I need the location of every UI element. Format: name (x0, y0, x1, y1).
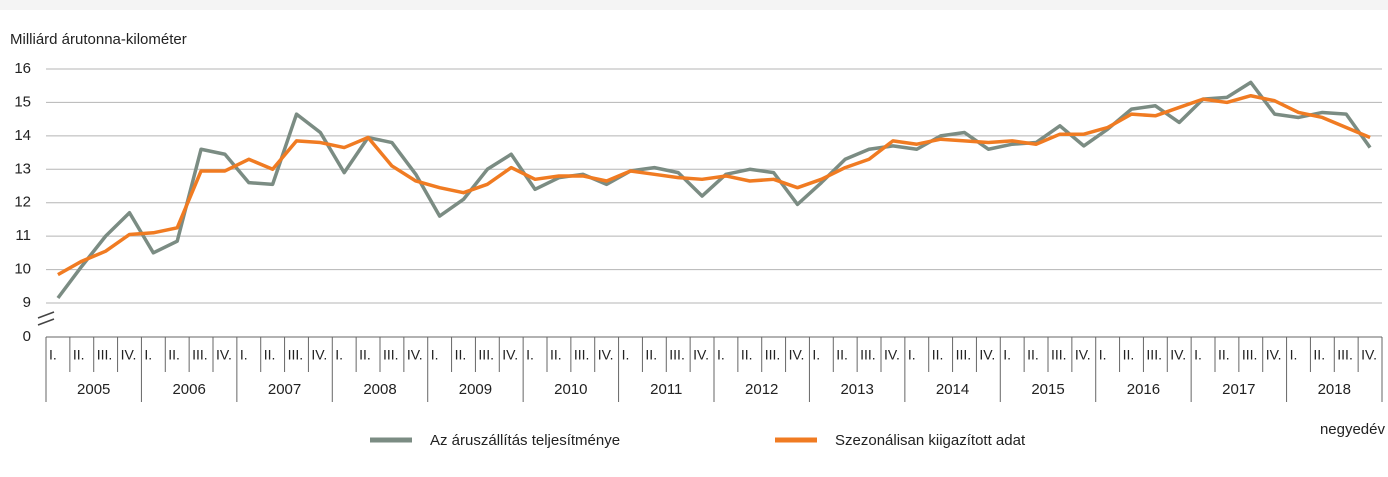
x-tick-label: IV. (311, 347, 327, 363)
year-label: 2017 (1222, 381, 1255, 398)
year-label: 2007 (268, 381, 301, 398)
x-tick-label: II. (359, 347, 371, 363)
x-tick-label: IV. (407, 347, 423, 363)
y-tick-label: 10 (14, 261, 31, 278)
year-label: 2006 (172, 381, 205, 398)
legend-label: Az áruszállítás teljesítménye (430, 432, 620, 449)
y-tick-label: 11 (15, 227, 31, 244)
x-tick-label: III. (192, 347, 208, 363)
year-label: 2016 (1127, 381, 1160, 398)
y-tick-label: 15 (14, 93, 31, 110)
x-tick-label: III. (1146, 347, 1162, 363)
x-tick-label: IV. (1075, 347, 1091, 363)
x-tick-label: I. (1290, 347, 1298, 363)
year-label: 2010 (554, 381, 587, 398)
y-tick-label: 13 (14, 160, 31, 177)
x-tick-label: IV. (693, 347, 709, 363)
x-tick-label: I. (622, 347, 630, 363)
x-tick-label: II. (264, 347, 276, 363)
y-tick-label: 0 (23, 328, 31, 345)
x-tick-label: III. (956, 347, 972, 363)
x-tick-label: II. (836, 347, 848, 363)
x-tick-label: II. (73, 347, 85, 363)
x-tick-label: I. (335, 347, 343, 363)
x-tick-label: III. (383, 347, 399, 363)
y-tick-label: 9 (23, 294, 31, 311)
x-tick-label: I. (1099, 347, 1107, 363)
top-band (0, 0, 1388, 10)
x-tick-label: II. (1218, 347, 1230, 363)
x-tick-label: II. (741, 347, 753, 363)
year-label: 2009 (459, 381, 492, 398)
break-mark (37, 311, 55, 319)
x-tick-label: III. (1242, 347, 1258, 363)
x-tick-label: IV. (1361, 347, 1377, 363)
x-axis-label: negyedév (1320, 421, 1386, 438)
x-tick-label: III. (574, 347, 590, 363)
y-tick-label: 16 (14, 60, 31, 77)
x-tick-label: IV. (1170, 347, 1186, 363)
x-tick-label: III. (1337, 347, 1353, 363)
series-line (56, 80, 1372, 300)
x-tick-label: II. (1123, 347, 1135, 363)
x-tick-label: II. (550, 347, 562, 363)
x-tick-label: III. (765, 347, 781, 363)
x-tick-label: I. (526, 347, 534, 363)
x-tick-label: I. (1003, 347, 1011, 363)
y-tick-label: 14 (14, 127, 31, 144)
x-tick-label: IV. (789, 347, 805, 363)
x-tick-label: IV. (884, 347, 900, 363)
x-tick-label: IV. (502, 347, 518, 363)
x-tick-label: I. (908, 347, 916, 363)
axis-break (37, 311, 55, 326)
x-tick-label: III. (97, 347, 113, 363)
break-mark (37, 318, 55, 326)
x-tick-label: I. (431, 347, 439, 363)
year-label: 2014 (936, 381, 969, 398)
year-label: 2012 (745, 381, 778, 398)
x-tick-label: I. (717, 347, 725, 363)
x-tick-label: IV. (1266, 347, 1282, 363)
series-line (57, 93, 1371, 277)
year-label: 2015 (1031, 381, 1064, 398)
x-tick-label: IV. (979, 347, 995, 363)
x-tick-label: III. (288, 347, 304, 363)
x-tick-label: II. (1313, 347, 1325, 363)
x-tick-label: III. (1051, 347, 1067, 363)
y-axis-label: Milliárd árutonna-kilométer (10, 31, 187, 48)
x-tick-label: IV. (598, 347, 614, 363)
legend-label: Szezonálisan kiigazított adat (835, 432, 1026, 449)
year-label: 2013 (840, 381, 873, 398)
x-tick-label: II. (455, 347, 467, 363)
x-tick-label: IV. (121, 347, 137, 363)
year-label: 2011 (650, 381, 682, 398)
x-tick-label: III. (860, 347, 876, 363)
x-tick-label: I. (812, 347, 820, 363)
x-tick-label: II. (1027, 347, 1039, 363)
year-label: 2008 (363, 381, 396, 398)
x-tick-label: I. (1194, 347, 1202, 363)
x-tick-label: IV. (216, 347, 232, 363)
x-tick-label: I. (49, 347, 57, 363)
x-tick-label: I. (144, 347, 152, 363)
x-tick-label: II. (932, 347, 944, 363)
y-tick-label: 12 (14, 194, 31, 211)
x-tick-label: I. (240, 347, 248, 363)
x-tick-label: III. (478, 347, 494, 363)
year-label: 2005 (77, 381, 110, 398)
x-tick-label: II. (645, 347, 657, 363)
year-label: 2018 (1318, 381, 1351, 398)
x-tick-label: II. (168, 347, 180, 363)
x-tick-label: III. (669, 347, 685, 363)
